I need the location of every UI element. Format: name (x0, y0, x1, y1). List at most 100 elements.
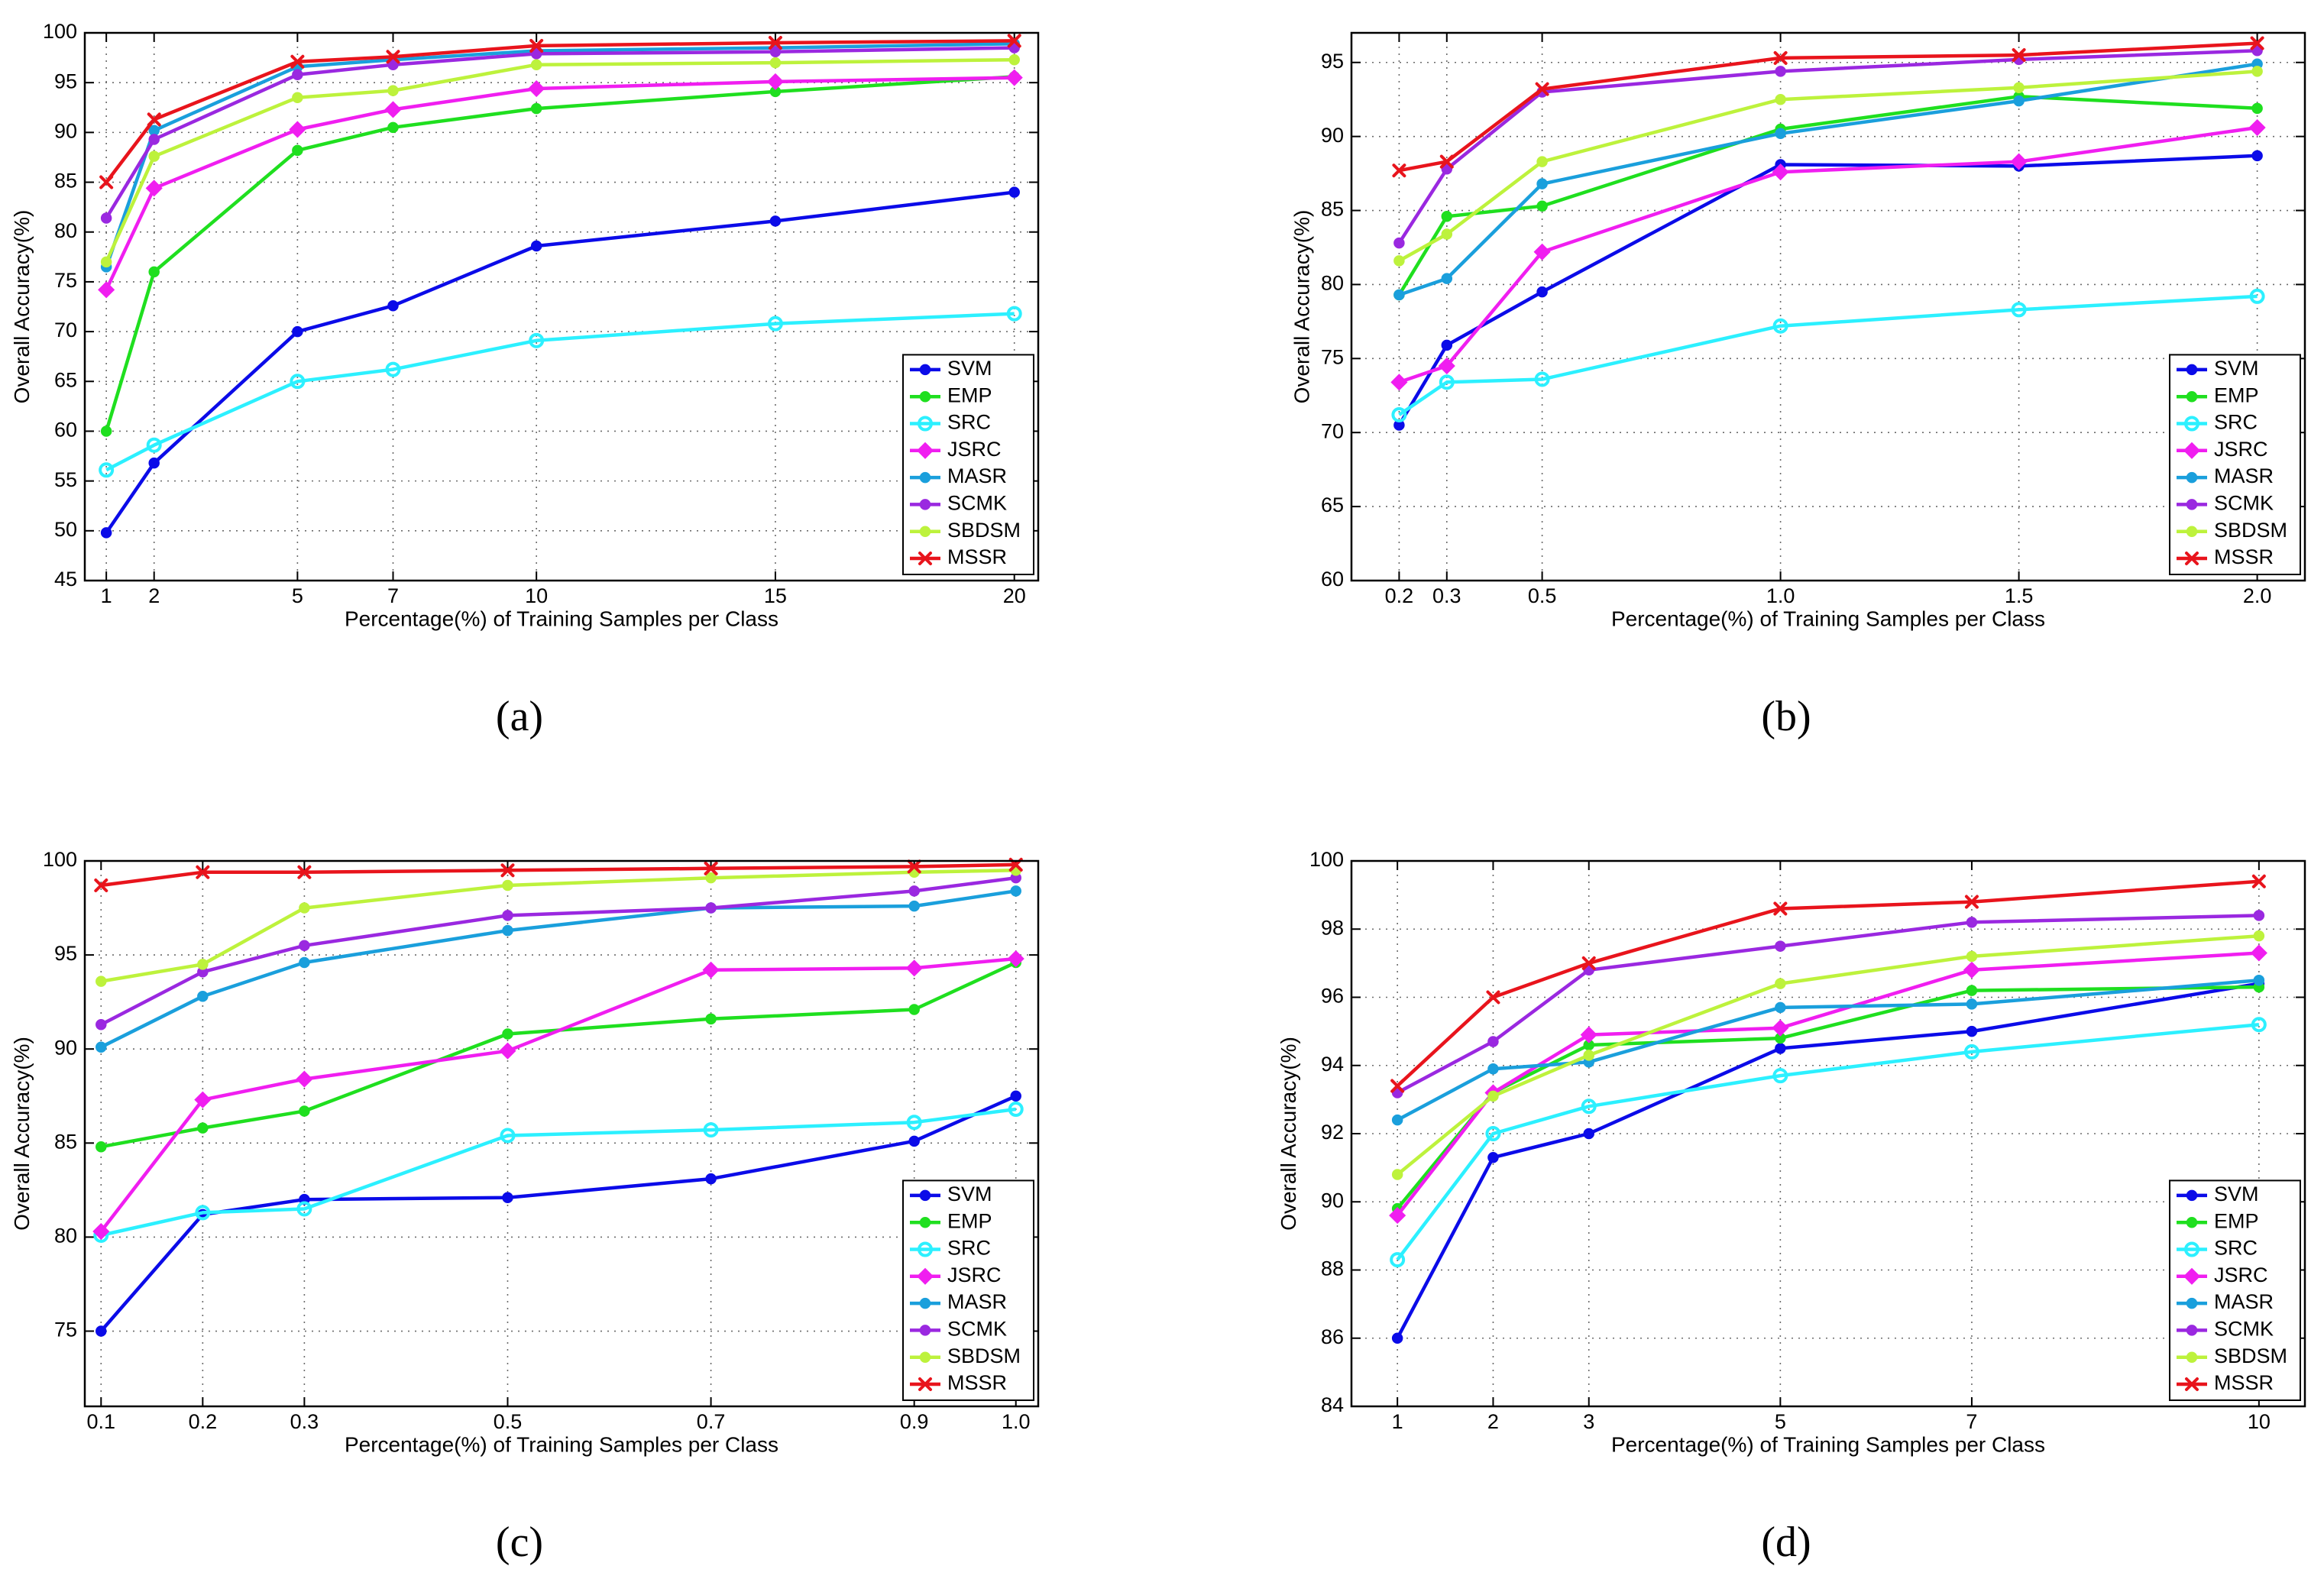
data-point-scmk-2 (1441, 163, 1453, 175)
data-point-jsrc-3 (289, 121, 306, 138)
data-point-jsrc-7 (1007, 950, 1024, 968)
data-point-svm-2 (1441, 339, 1453, 351)
data-point-sbdsm-3 (1583, 1050, 1594, 1061)
series-line-scmk (1397, 49, 2258, 244)
x-tick-label: 1 (101, 584, 112, 607)
legend-entry-src: SRC (910, 411, 991, 434)
data-point-mssr-2 (147, 112, 161, 127)
data-point-emp-4 (387, 121, 399, 134)
y-axis-label: Overall Accuracy(%) (1277, 1037, 1300, 1231)
data-point-masr-7 (1010, 885, 1021, 897)
data-point-scmk-6 (2253, 910, 2265, 921)
data-point-emp-4 (502, 1028, 513, 1040)
legend-marker-masr (919, 1297, 931, 1309)
legend-label-sbdsm: SBDSM (2214, 519, 2287, 542)
data-point-src-7 (1008, 1101, 1024, 1117)
legend-label-src: SRC (2214, 1237, 2258, 1260)
data-point-src-4 (385, 361, 401, 377)
y-tick-label: 85 (1321, 198, 1344, 221)
data-point-mssr-3 (297, 865, 312, 879)
legend-label-jsrc: JSRC (2214, 1264, 2268, 1286)
data-point-jsrc-3 (296, 1070, 313, 1088)
legend-label-src: SRC (947, 1237, 991, 1260)
data-point-src-2 (1485, 1126, 1501, 1141)
series-mssr (99, 34, 1021, 189)
x-tick-label: 10 (2248, 1410, 2271, 1433)
x-tick-label: 0.5 (494, 1410, 523, 1433)
legend-label-svm: SVM (947, 357, 992, 380)
data-point-mssr-6 (907, 859, 921, 874)
data-point-mssr-3-stroke (1581, 956, 1596, 970)
data-point-sbdsm-2 (148, 150, 160, 162)
data-point-emp-2 (148, 266, 160, 278)
y-tick-labels: 60 65 70 75 80 85 90 95 (1321, 50, 1344, 591)
x-tick-label: 5 (1775, 1410, 1786, 1433)
data-point-sbdsm-3 (292, 92, 303, 103)
x-tick-label: 0.7 (697, 1410, 726, 1433)
legend-label-svm: SVM (2214, 357, 2259, 380)
legend-entry-emp: EMP (2177, 1209, 2259, 1232)
data-point-scmk-2 (1487, 1036, 1499, 1047)
series-line-src (100, 1107, 1016, 1238)
legend-entry-scmk: SCMK (2177, 492, 2274, 515)
data-point-src-1 (1390, 1252, 1406, 1268)
legend-marker-scmk (919, 499, 931, 510)
data-point-src-2 (195, 1205, 211, 1221)
legend-marker-emp (919, 390, 931, 403)
legend-marker-masr (2186, 1297, 2198, 1309)
data-point-sbdsm-5 (2013, 82, 2025, 93)
series-mssr (1390, 874, 2266, 1093)
legend-marker-masr (2186, 471, 2198, 484)
series-src (1390, 1017, 2267, 1268)
data-point-jsrc-5 (528, 79, 545, 98)
data-point-masr-2 (1487, 1063, 1499, 1075)
data-point-src-5 (703, 1122, 719, 1138)
y-tick-labels: 45 50 55 60 65 70 75 80 85 90 95 100 (43, 20, 77, 591)
data-point-src-2 (1439, 374, 1455, 390)
legend-marker-sbdsm (2186, 526, 2198, 537)
data-point-svm-6 (769, 215, 782, 227)
data-point-emp-3 (1536, 200, 1548, 212)
data-point-jsrc-5 (702, 961, 720, 979)
axes-box (83, 859, 1040, 1408)
legend-label-svm: SVM (947, 1183, 992, 1205)
legend-label-masr: MASR (947, 1290, 1007, 1313)
data-point-mssr-1 (94, 878, 108, 893)
data-point-jsrc-1 (92, 1222, 110, 1241)
y-axis-label: Overall Accuracy(%) (1290, 210, 1313, 404)
data-point-mssr-1 (1392, 163, 1406, 178)
data-point-scmk-1 (100, 212, 112, 224)
y-tick-label: 85 (54, 170, 77, 193)
data-point-mssr-5 (2012, 48, 2026, 63)
y-tick-label: 95 (54, 70, 77, 92)
data-point-mssr-2-stroke (147, 112, 161, 127)
data-point-masr-5 (1966, 998, 1978, 1010)
data-point-src-5 (2011, 302, 2027, 318)
data-point-jsrc-6 (2250, 944, 2267, 962)
y-tick-label: 88 (1321, 1257, 1344, 1280)
data-point-scmk-4 (387, 59, 399, 70)
legend-label-jsrc: JSRC (2214, 438, 2268, 461)
data-point-mssr-6 (2251, 874, 2266, 888)
axes-box (83, 31, 1040, 582)
legend-label-sbdsm: SBDSM (947, 519, 1021, 542)
data-point-sbdsm-6 (2251, 66, 2263, 77)
data-point-mssr-5 (529, 38, 544, 53)
legend-label-masr: MASR (2214, 464, 2274, 487)
data-point-svm-4 (1775, 1043, 1786, 1054)
series-src (1391, 288, 2265, 422)
data-point-masr-4 (1775, 128, 1786, 140)
legend-entry-emp: EMP (910, 1209, 992, 1232)
data-point-svm-5 (530, 240, 542, 252)
y-tick-label: 86 (1321, 1325, 1344, 1348)
data-point-mssr-6 (768, 36, 782, 50)
data-point-mssr-1-stroke (1392, 163, 1406, 178)
data-point-masr-3 (1536, 178, 1548, 189)
data-point-mssr-3-stroke (1535, 82, 1549, 96)
data-point-scmk-6 (769, 46, 782, 58)
series-jsrc (98, 69, 1023, 299)
y-tick-label: 55 (54, 468, 77, 491)
legend-entry-jsrc: JSRC (910, 438, 1002, 461)
x-tick-label: 0.3 (1432, 584, 1461, 607)
